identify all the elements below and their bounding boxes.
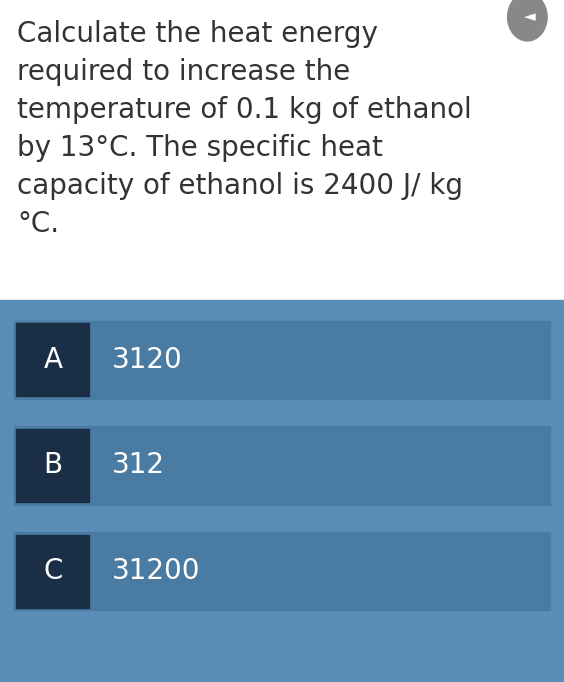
Text: Calculate the heat energy
required to increase the
temperature of 0.1 kg of etha: Calculate the heat energy required to in… xyxy=(17,20,472,238)
Bar xyxy=(0,0,564,300)
Text: ◄: ◄ xyxy=(525,10,536,25)
Circle shape xyxy=(508,0,547,41)
Bar xyxy=(16,323,89,396)
Text: 3120: 3120 xyxy=(112,346,183,374)
Bar xyxy=(14,532,550,610)
Text: A: A xyxy=(43,346,63,374)
Text: 31200: 31200 xyxy=(112,557,200,585)
Bar xyxy=(16,535,89,608)
Bar xyxy=(0,300,564,682)
Bar xyxy=(14,426,550,505)
Text: C: C xyxy=(43,557,63,585)
Text: 312: 312 xyxy=(112,451,165,479)
Bar xyxy=(16,429,89,502)
Text: B: B xyxy=(43,451,63,479)
Bar xyxy=(14,321,550,399)
